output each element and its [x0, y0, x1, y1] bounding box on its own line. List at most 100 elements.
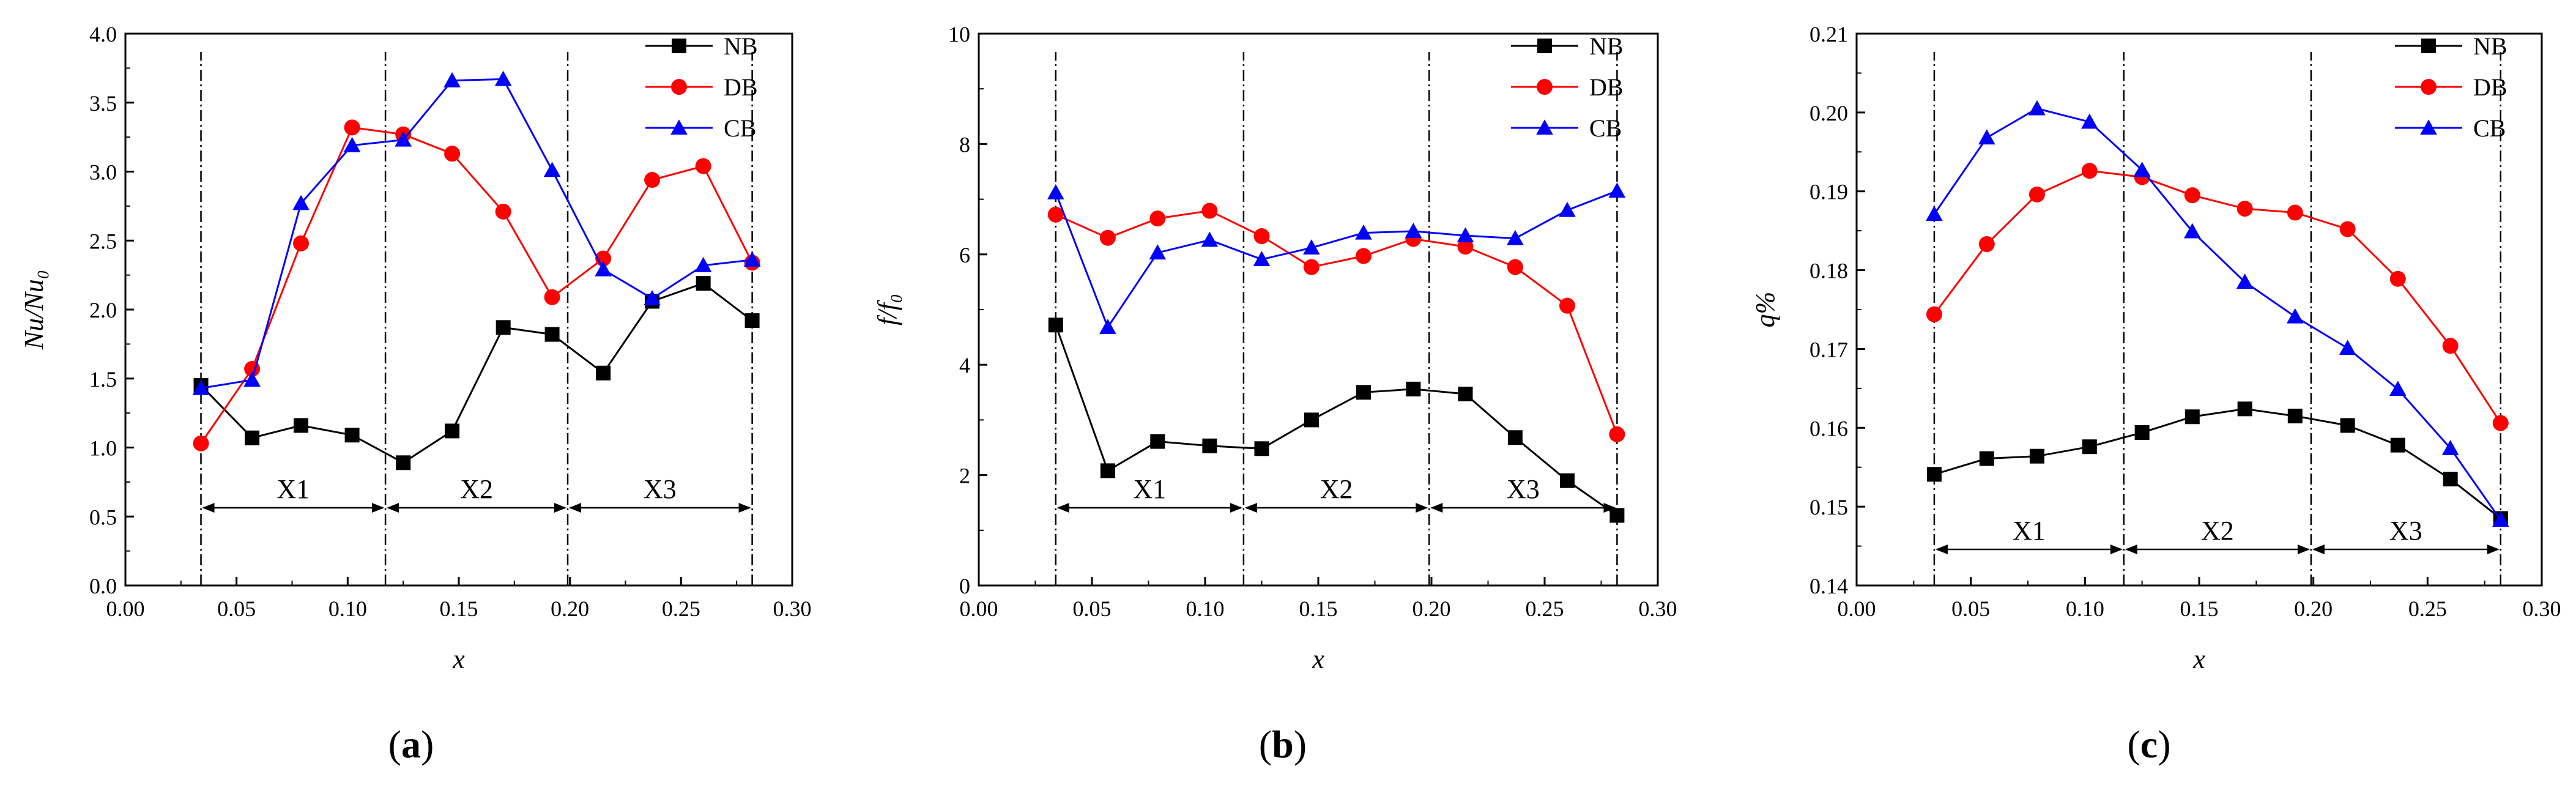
zone-label: X3 [644, 474, 677, 504]
x-tick-label: 0.15 [440, 597, 478, 621]
data-point-db [344, 119, 360, 135]
x-tick-label: 0.10 [328, 597, 367, 621]
zone-arrow-right [2298, 545, 2310, 554]
x-tick-label: 0.20 [2294, 597, 2333, 621]
zone-arrow-left [1245, 503, 1257, 513]
data-point-cb [544, 162, 561, 177]
chart-panel-c: 0.00 0.05 0.10 0.15 0.20 0.25 0.30 0.14 0.15 0.16… [1750, 22, 2561, 766]
y-tick-label: 3.0 [89, 160, 117, 185]
zone-label: X3 [1507, 474, 1540, 504]
y-tick-label: 0.14 [1810, 574, 1848, 598]
x-axis-label: x [1312, 644, 1324, 674]
chart-panel-b: 0.00 0.05 0.10 0.15 0.20 0.25 0.300246810xf/f₀… [872, 22, 1677, 766]
series-line-nb [1934, 409, 2501, 518]
data-point-nb [245, 431, 259, 445]
y-tick-label: 4.0 [89, 22, 117, 46]
data-point-db [1100, 230, 1116, 246]
y-tick-label: 1.0 [89, 436, 117, 461]
y-tick-label: 3.5 [89, 91, 117, 116]
legend-label-db: DB [2473, 73, 2507, 101]
zone-label: X3 [2389, 516, 2422, 546]
legend-marker-nb [1537, 39, 1552, 53]
series-line-cb [1934, 108, 2501, 520]
zone-arrow-right [739, 503, 751, 513]
data-point-nb [696, 276, 711, 291]
data-point-db [2029, 187, 2045, 203]
figure: 0.00 0.05 0.10 0.15 0.20 0.25 0.300.00.51.01.5… [0, 0, 2576, 788]
data-point-cb [2389, 381, 2407, 396]
legend-label-db: DB [724, 73, 758, 101]
y-tick-label: 0.5 [89, 505, 117, 529]
data-point-db [1201, 203, 1217, 219]
zone-label: X1 [2013, 516, 2046, 546]
data-point-db [1559, 298, 1575, 314]
y-tick-label: 2 [959, 464, 970, 488]
series-line-db [201, 127, 752, 443]
data-point-nb [2030, 449, 2044, 464]
zone-arrow-right [1416, 503, 1428, 513]
zone-arrow-left [1936, 545, 1948, 554]
y-tick-label: 0.0 [89, 574, 117, 598]
data-point-nb [396, 455, 410, 470]
y-tick-label: 1.5 [89, 367, 117, 392]
data-point-nb [2340, 418, 2355, 433]
data-point-db [444, 146, 460, 162]
data-point-db [1304, 259, 1320, 275]
zone-arrow-left [202, 503, 215, 513]
chart-panel-a: 0.00 0.05 0.10 0.15 0.20 0.25 0.300.00.51.01.5… [19, 22, 812, 766]
x-tick-label: 0.15 [1299, 597, 1338, 621]
data-point-db [1254, 228, 1270, 244]
x-tick-label: 0.05 [1951, 597, 1990, 621]
legend-label-cb: CB [2473, 114, 2506, 142]
data-point-db [1356, 248, 1372, 264]
x-axis-label: x [452, 644, 465, 674]
data-point-db [1979, 236, 1995, 252]
data-point-db [1609, 426, 1625, 442]
panel-label: (c) [2127, 723, 2170, 766]
data-point-nb [1356, 385, 1371, 400]
legend-marker-nb [672, 39, 686, 53]
data-point-nb [1560, 474, 1575, 488]
series-line-db [1934, 171, 2501, 423]
plot-frame [125, 34, 792, 585]
x-tick-label: 0.10 [2066, 597, 2104, 621]
data-point-cb [495, 71, 512, 86]
data-point-nb [2185, 409, 2200, 424]
x-tick-label: 0.30 [2523, 597, 2561, 621]
data-point-nb [2443, 472, 2458, 486]
y-axis-label: f/f₀ [872, 294, 902, 325]
data-point-db [2493, 415, 2509, 431]
series-line-cb [1056, 191, 1617, 327]
data-point-db [1507, 259, 1523, 275]
legend-label-nb: NB [724, 32, 758, 60]
y-tick-label: 0.18 [1810, 259, 1848, 283]
data-point-db [696, 158, 711, 174]
data-point-nb [345, 428, 360, 442]
plot-frame [1857, 34, 2542, 585]
zone-label: X2 [460, 474, 493, 504]
data-point-nb [1202, 439, 1217, 453]
data-point-nb [2135, 425, 2150, 440]
zone-label: X1 [1133, 474, 1166, 504]
zone-label: X2 [1320, 474, 1353, 504]
y-tick-label: 0.21 [1810, 22, 1848, 46]
data-point-cb [2339, 340, 2356, 355]
x-tick-label: 0.30 [1639, 597, 1677, 621]
data-point-cb [1201, 232, 1219, 247]
zone-arrow-right [372, 503, 384, 513]
data-point-nb [1458, 387, 1473, 401]
data-point-db [496, 204, 511, 220]
y-tick-label: 8 [959, 132, 970, 157]
zone-arrow-left [1057, 503, 1069, 513]
x-tick-label: 0.15 [2180, 597, 2219, 621]
zone-arrow-left [2125, 545, 2137, 554]
x-tick-label: 0.00 [1838, 597, 1876, 621]
data-point-db [1149, 210, 1165, 226]
data-point-nb [1255, 441, 1269, 456]
plot-frame [979, 34, 1658, 585]
zone-arrow-right [2110, 545, 2123, 554]
data-point-db [2390, 271, 2406, 287]
y-axis-label: Nu/Nu₀ [19, 270, 49, 350]
legend-label-db: DB [1589, 73, 1624, 101]
y-tick-label: 2.0 [89, 298, 117, 322]
